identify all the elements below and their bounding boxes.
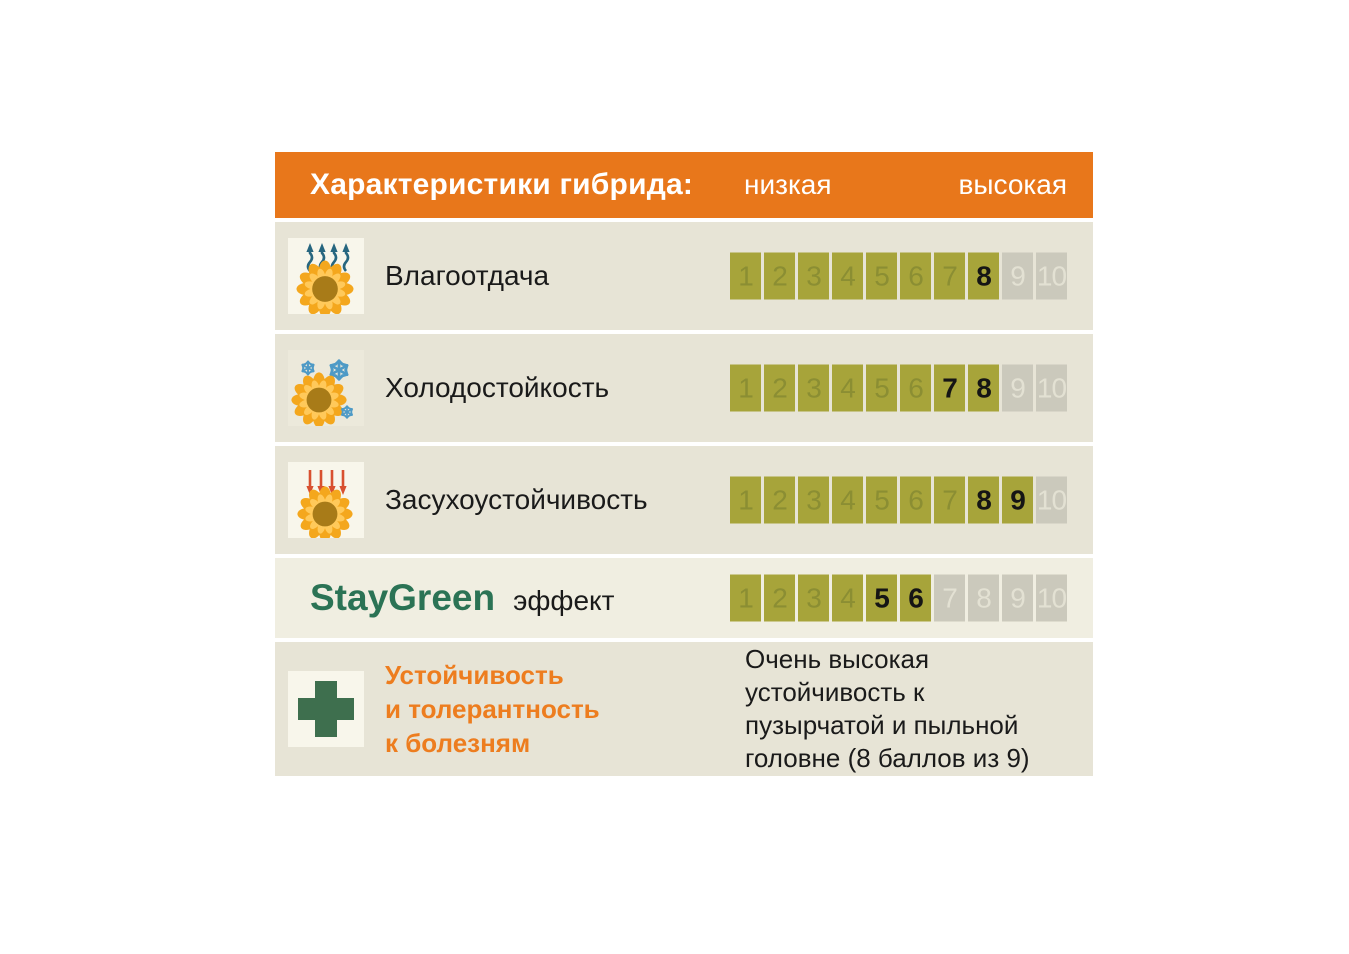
scale-cell-3: 3 [798,574,829,622]
scale-cell-6: 6 [900,364,931,412]
row-cold-resistance: Холодостойкость 1 2 3 4 5 6 7 8 9 10 [275,334,1093,442]
scale-cell-8: 8 [968,574,999,622]
row-drought-resistance: Засухоустойчивость 1 2 3 4 5 6 7 8 9 10 [275,446,1093,554]
scale-cell-8: 8 [968,364,999,412]
scale-cell-7: 7 [934,364,965,412]
sunflower-drought-icon [288,462,364,538]
scale-cell-3: 3 [798,252,829,300]
scale-cell-4: 4 [832,364,863,412]
staygreen-label: StayGreen эффект [310,577,614,619]
scale-cell-1: 1 [730,574,761,622]
row-label: Холодостойкость [385,372,610,403]
rating-scale: 1 2 3 4 5 6 7 8 9 10 [730,364,1067,412]
scale-cell-1: 1 [730,252,761,300]
brand-suffix: эффект [513,585,615,616]
row-label: Влагоотдача [385,260,550,291]
scale-cell-9: 9 [1002,476,1033,524]
hybrid-characteristics-table: Характеристики гибрида: низкая высокая В… [275,152,1093,776]
scale-cell-3: 3 [798,476,829,524]
table-rows: Влагоотдача 1 2 3 4 5 6 7 8 9 10 Холодостойкость 1 2 3… [275,222,1093,776]
scale-high-label: высокая [958,169,1068,200]
row-disease-resistance: Устойчивость и толерантность к болезням О… [275,642,1093,776]
scale-low-label: низкая [744,169,832,200]
scale-cell-9: 9 [1002,364,1033,412]
scale-cell-2: 2 [764,574,795,622]
scale-cell-10: 10 [1036,252,1067,300]
page-title: Характеристики гибрида: [310,168,694,201]
scale-cell-1: 1 [730,476,761,524]
scale-cell-3: 3 [798,364,829,412]
row-staygreen-effect: StayGreen эффект 1 2 3 4 5 6 7 8 9 10 [275,558,1093,638]
sunflower-cold-icon [288,350,364,426]
row-label: Засухоустойчивость [385,484,648,515]
row-label: Устойчивость и толерантность к болезням [385,660,600,758]
rating-scale: 1 2 3 4 5 6 7 8 9 10 [730,252,1067,300]
scale-cell-9: 9 [1002,574,1033,622]
scale-cell-2: 2 [764,364,795,412]
scale-cell-7: 7 [934,476,965,524]
sunflower-moisture-icon [288,238,364,314]
row-moisture-release: Влагоотдача 1 2 3 4 5 6 7 8 9 10 [275,222,1093,330]
scale-cell-4: 4 [832,574,863,622]
scale-cell-4: 4 [832,252,863,300]
scale-cell-6: 6 [900,252,931,300]
scale-cell-7: 7 [934,574,965,622]
scale-cell-8: 8 [968,476,999,524]
scale-cell-1: 1 [730,364,761,412]
scale-cell-6: 6 [900,574,931,622]
scale-axis-labels: низкая высокая [730,152,1067,218]
rating-scale: 1 2 3 4 5 6 7 8 9 10 [730,476,1067,524]
scale-cell-5: 5 [866,252,897,300]
scale-cell-5: 5 [866,476,897,524]
scale-cell-10: 10 [1036,476,1067,524]
scale-cell-9: 9 [1002,252,1033,300]
table-header: Характеристики гибрида: низкая высокая [275,152,1093,218]
rating-scale: 1 2 3 4 5 6 7 8 9 10 [730,574,1067,622]
scale-cell-5: 5 [866,364,897,412]
scale-cell-2: 2 [764,252,795,300]
scale-cell-7: 7 [934,252,965,300]
brand-name: StayGreen [310,577,496,618]
scale-cell-10: 10 [1036,574,1067,622]
scale-cell-5: 5 [866,574,897,622]
rating-text: Очень высокая устойчивость к пузырчатой … [745,644,1030,773]
scale-cell-2: 2 [764,476,795,524]
scale-cell-8: 8 [968,252,999,300]
scale-cell-4: 4 [832,476,863,524]
scale-cell-10: 10 [1036,364,1067,412]
scale-cell-6: 6 [900,476,931,524]
medical-cross-icon [288,671,364,747]
